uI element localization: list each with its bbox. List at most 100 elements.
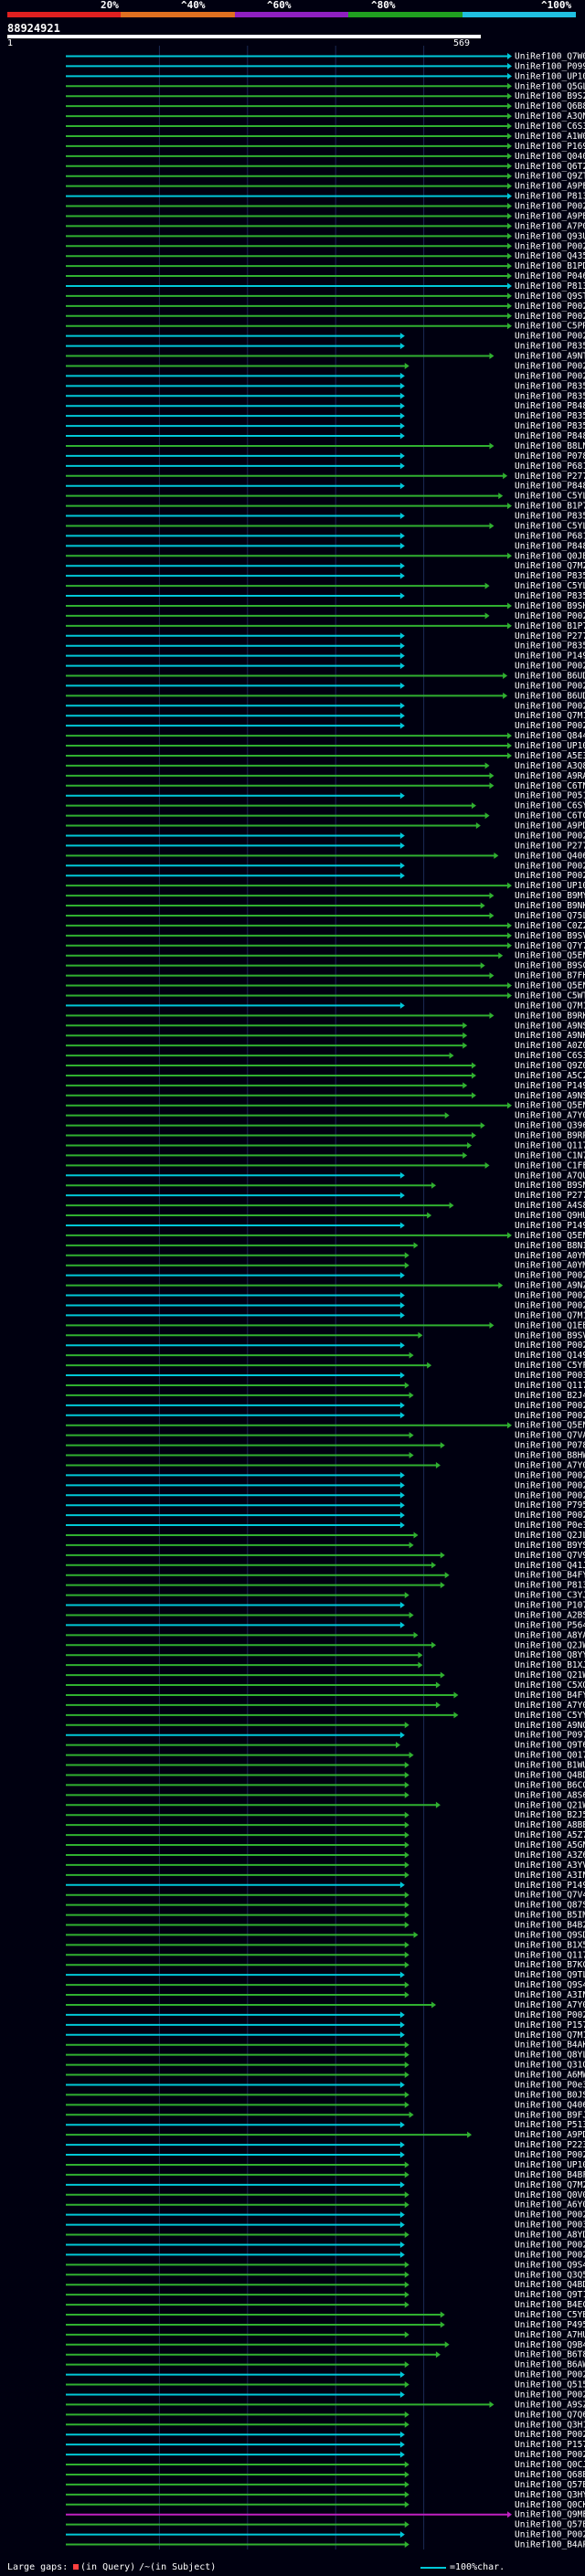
hit-label[interactable]: UniRef100_Q9S4V4 [515,1980,585,1990]
hit-label[interactable]: UniRef100_Q7VAN6 [515,1431,585,1441]
hit-label[interactable]: UniRef100_Q3H1F7 [515,2420,585,2430]
hit-label[interactable]: UniRef100_Q117L1 [515,1140,585,1150]
hit-label[interactable]: UniRef100_P07839 [515,1441,585,1451]
hit-label[interactable]: UniRef100_B4AP39 [515,2540,585,2550]
hit-label[interactable]: UniRef100_Q68BY2 [515,2470,585,2480]
hit-label[interactable]: UniRef100_Q117L0 [515,1381,585,1391]
hit-label[interactable]: UniRef100_P00242 [515,2240,585,2250]
hit-label[interactable]: UniRef100_P00240 [515,2430,585,2440]
hit-label[interactable]: UniRef100_P00249 [515,1300,585,1310]
hit-label[interactable]: UniRef100_A9NKP9 [515,1031,585,1041]
hit-label[interactable]: UniRef100_B9MYW6 [515,891,585,901]
hit-label[interactable]: UniRef100_P14936 [515,1221,585,1231]
hit-label[interactable]: UniRef100_A0Z004 [515,1041,585,1051]
hit-label[interactable]: UniRef100_P81372 [515,1581,585,1591]
hit-label[interactable]: UniRef100_Q7M1R0 [515,1001,585,1011]
hit-label[interactable]: UniRef100_Q2JWG0 [515,1640,585,1650]
hit-label[interactable]: UniRef100_Q9ZTS2 [515,172,585,182]
hit-label[interactable]: UniRef100_C3YJ12 [515,1591,585,1601]
hit-label[interactable]: UniRef100_A7Y0T1 [515,2000,585,2010]
hit-label[interactable]: UniRef100_P14938 [515,652,585,662]
hit-label[interactable]: UniRef100_Q41JB3 [515,1561,585,1571]
hit-label[interactable]: UniRef100_Q6T2F4 [515,162,585,172]
hit-label[interactable]: UniRef100_B9SV67 [515,931,585,941]
hit-label[interactable]: UniRef100_B4BF32 [515,2170,585,2180]
hit-label[interactable]: UniRef100_C5YYG6 [515,1711,585,1721]
hit-label[interactable]: UniRef100_A3IN25 [515,1871,585,1881]
hit-label[interactable]: UniRef100_A9NTB7 [515,352,585,362]
hit-label[interactable]: UniRef100_P00228 [515,361,585,371]
hit-label[interactable]: UniRef100_C6S381 [515,122,585,132]
hit-label[interactable]: UniRef100_P83582 [515,411,585,421]
hit-label[interactable]: UniRef100_P00226 [515,202,585,212]
hit-label[interactable]: UniRef100_Q8YY31 [515,1650,585,1660]
hit-label[interactable]: UniRef100_P83524 [515,381,585,391]
hit-label[interactable]: UniRef100_UP1000... [515,881,585,891]
hit-label[interactable]: UniRef100_A7HUA9 [515,2330,585,2340]
hit-label[interactable]: UniRef100_B1XJL7 [515,1660,585,1670]
hit-label[interactable]: UniRef100_C6TNZ4 [515,781,585,791]
hit-label[interactable]: UniRef100_C5XQ13 [515,1680,585,1691]
hit-label[interactable]: UniRef100_P00236 [515,2450,585,2460]
hit-label[interactable]: UniRef100_B6CQZ5 [515,1780,585,1790]
hit-label[interactable]: UniRef100_A2BSS5 [515,1610,585,1620]
hit-label[interactable]: UniRef100_P00246 [515,1480,585,1490]
hit-label[interactable]: UniRef100_B9SNP5 [515,1181,585,1191]
hit-label[interactable]: UniRef100_P68163 [515,461,585,472]
hit-label[interactable]: UniRef100_Q3HYE2 [515,2490,585,2500]
hit-label[interactable]: UniRef100_B1X5Q7 [515,1940,585,1950]
hit-label[interactable]: UniRef100_P00229 [515,721,585,731]
hit-label[interactable]: UniRef100_P27787 [515,472,585,482]
hit-label[interactable]: UniRef100_B2J537 [515,1810,585,1820]
hit-label[interactable]: UniRef100_C6TCT0 [515,811,585,822]
hit-label[interactable]: UniRef100_Q87S59 [515,1901,585,1911]
hit-label[interactable]: UniRef100_C5YLG3 [515,521,585,531]
hit-label[interactable]: UniRef100_P00244 [515,2370,585,2380]
hit-label[interactable]: UniRef100_A9NSY1 [515,1021,585,1031]
hit-label[interactable]: UniRef100_B6UDT3 [515,691,585,701]
hit-label[interactable]: UniRef100_Q9ME30 [515,2510,585,2520]
hit-label[interactable]: UniRef100_B4FYV1 [515,1691,585,1701]
hit-label[interactable]: UniRef100_Q0CJW3 [515,2460,585,2470]
hit-label[interactable]: UniRef100_B9RKQ3 [515,1011,585,1021]
hit-label[interactable]: UniRef100_P00244 [515,861,585,871]
hit-label[interactable]: UniRef100_A3IN26 [515,1990,585,2000]
hit-label[interactable]: UniRef100_B6AWN8 [515,2360,585,2370]
hit-label[interactable]: UniRef100_P00247 [515,1341,585,1351]
hit-label[interactable]: UniRef100_Q5ENT1 [515,951,585,961]
hit-label[interactable]: UniRef100_Q84429 [515,731,585,741]
hit-label[interactable]: UniRef100_A5E3C7 [515,751,585,761]
hit-label[interactable]: UniRef100_C0Z2Q8 [515,921,585,931]
hit-label[interactable]: UniRef100_A7Y018 [515,1111,585,1121]
hit-label[interactable]: UniRef100_P00231 [515,681,585,691]
hit-label[interactable]: UniRef100_B7FH37 [515,971,585,981]
hit-label[interactable]: UniRef100_Q57BD4 [515,2480,585,2490]
hit-label[interactable]: UniRef100_P00253 [515,1490,585,1500]
hit-label[interactable]: UniRef100_Q01700 [515,1751,585,1761]
hit-label[interactable]: UniRef100_Q4BD80 [515,2280,585,2290]
hit-label[interactable]: UniRef100_Q0JBM2 [515,551,585,561]
hit-label[interactable]: UniRef100_P15788 [515,2020,585,2030]
hit-label[interactable]: UniRef100_P00222 [515,302,585,312]
hit-label[interactable]: UniRef100_P07838 [515,451,585,461]
hit-label[interactable]: UniRef100_Q7V9G7 [515,1551,585,1561]
hit-label[interactable]: UniRef100_P68166 [515,531,585,541]
hit-label[interactable]: UniRef100_B8LN33 [515,441,585,451]
hit-label[interactable]: UniRef100_A5GN90 [515,1840,585,1850]
hit-label[interactable]: UniRef100_C6SYS3 [515,801,585,811]
hit-label[interactable]: UniRef100_Q5ENT4 [515,1231,585,1241]
hit-label[interactable]: UniRef100_Q9TL07 [515,1970,585,1980]
hit-label[interactable]: UniRef100_B4B255 [515,1921,585,1931]
hit-label[interactable]: UniRef100_P84874 [515,431,585,441]
hit-label[interactable]: UniRef100_A8YD52 [515,2231,585,2241]
hit-label[interactable]: UniRef100_UP1000... [515,2160,585,2170]
hit-label[interactable]: UniRef100_P04669 [515,271,585,281]
hit-label[interactable]: UniRef100_B4FYW4 [515,1571,585,1581]
hit-label[interactable]: UniRef100_Q7M259 [515,2180,585,2190]
hit-label[interactable]: UniRef100_A3QN28 [515,111,585,122]
hit-label[interactable]: UniRef100_A6Y02E [515,2200,585,2210]
hit-label[interactable]: UniRef100_P00238 [515,871,585,881]
hit-label[interactable]: UniRef100_Q31Q75 [515,2061,585,2071]
hit-label[interactable]: UniRef100_A7Y0T2 [515,1460,585,1470]
hit-label[interactable]: UniRef100_B4AKG2 [515,2041,585,2051]
